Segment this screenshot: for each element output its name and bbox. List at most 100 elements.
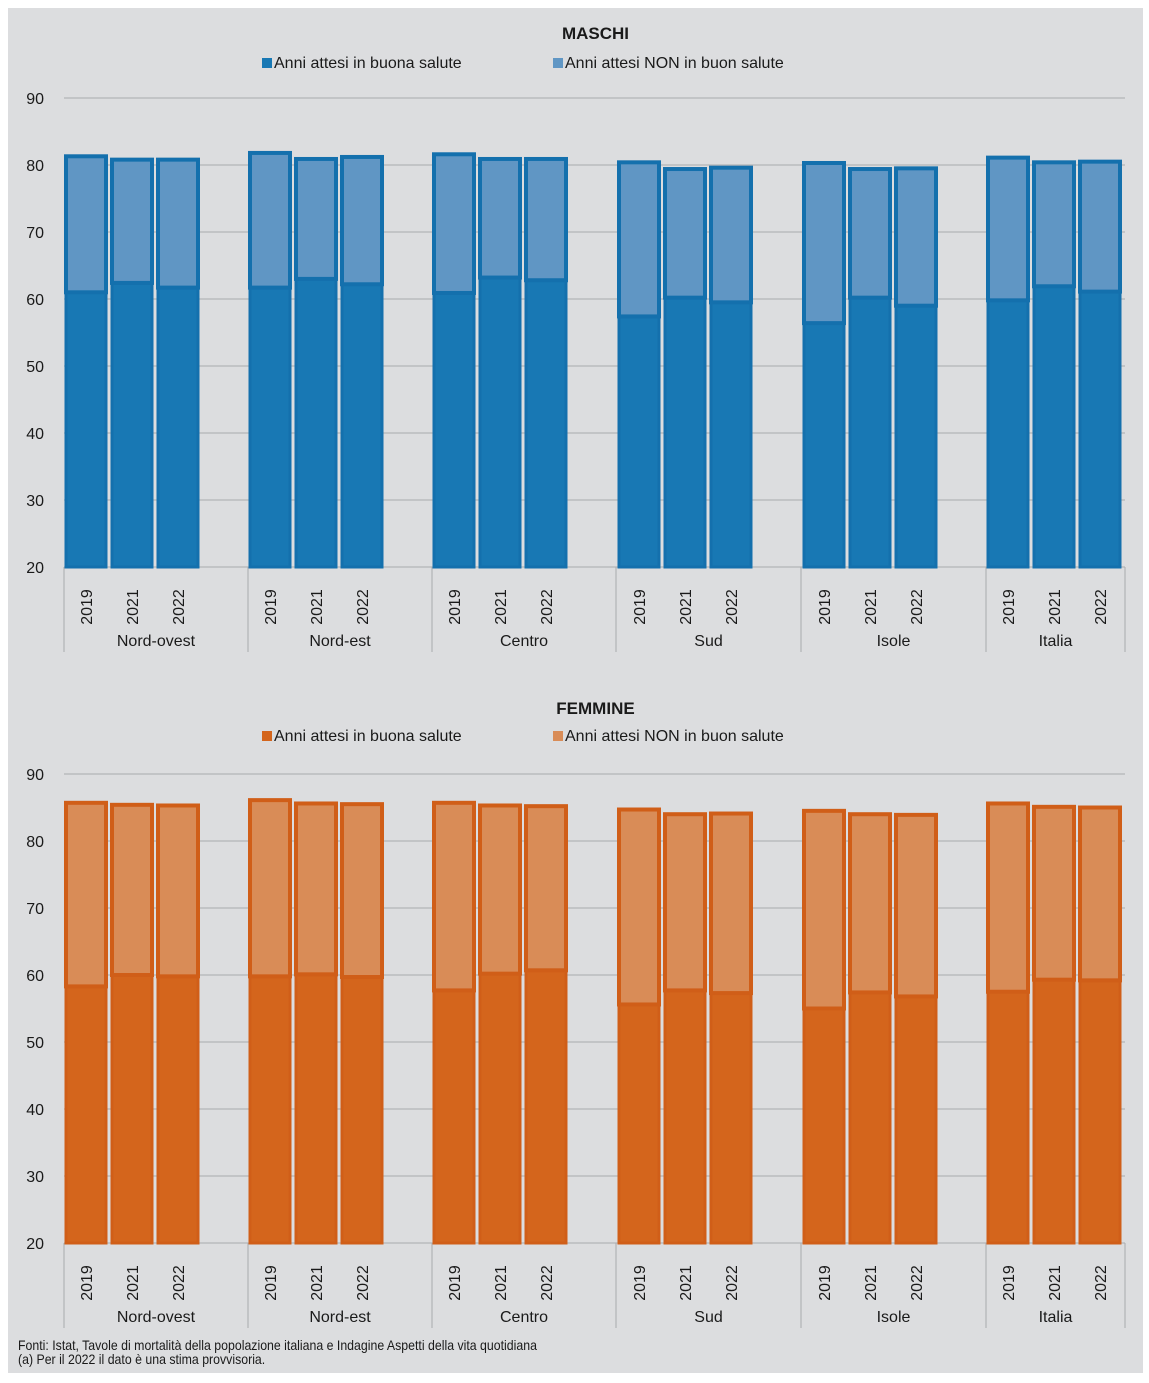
femmine-ytick-60: 60 [26,968,44,985]
maschi-bar-notgood-4-2 [894,166,938,308]
maschi-category-label-5: Italia [1039,633,1073,650]
femmine-year-label-5-2: 2022 [1093,1265,1110,1301]
femmine-ytick-90: 90 [26,767,44,784]
maschi-year-label-0-1: 2021 [125,589,142,625]
femmine-bar-good-0-2 [156,974,200,1245]
femmine-legend-label-1: Anni attesi NON in buon salute [565,728,784,745]
maschi-category-label-4: Isole [877,633,911,650]
maschi-ytick-60: 60 [26,292,44,309]
maschi-bar-notgood-1-1 [294,156,338,281]
femmine-bar-good-0-0 [64,984,108,1245]
maschi-chart-title: MASCHI [562,24,629,43]
maschi-year-label-0-2: 2022 [171,589,188,625]
maschi-bar-notgood-2-1 [478,156,522,280]
maschi-ytick-30: 30 [26,493,44,510]
maschi-legend-swatch-0 [262,58,272,68]
femmine-year-label-0-0: 2019 [79,1265,96,1301]
maschi-bar-notgood-1-2 [340,154,384,287]
femmine-bar-notgood-2-1 [478,803,522,976]
maschi-category-label-3: Sud [694,633,722,650]
femmine-bar-good-2-2 [524,968,568,1245]
chart-frame: MASCHI Anni attesi in buona salute Anni at… [8,8,1143,1373]
maschi-year-label-0-0: 2019 [79,589,96,625]
femmine-year-label-5-1: 2021 [1047,1265,1064,1301]
maschi-bar-good-4-2 [894,304,938,569]
femmine-legend-swatch-1 [553,731,563,741]
maschi-bar-good-5-1 [1032,284,1076,569]
footnote-source: Fonti: Istat, Tavole di mortalità della … [18,1337,537,1353]
femmine-bar-notgood-3-1 [663,812,707,993]
maschi-bar-good-3-0 [617,314,661,569]
femmine-category-label-2: Centro [500,1309,548,1326]
femmine-year-label-4-0: 2019 [817,1265,834,1301]
maschi-year-label-4-0: 2019 [817,589,834,625]
maschi-bar-notgood-5-0 [986,155,1030,303]
maschi-bar-notgood-0-0 [64,154,108,295]
maschi-year-label-5-1: 2021 [1047,589,1064,625]
femmine-category-label-5: Italia [1039,1309,1073,1326]
maschi-year-label-2-0: 2019 [447,589,464,625]
maschi-category-label-1: Nord-est [309,633,371,650]
maschi-ytick-80: 80 [26,158,44,175]
maschi-category-label-0: Nord-ovest [117,633,196,650]
maschi-bar-notgood-1-0 [248,150,292,290]
maschi-bar-notgood-0-1 [110,157,154,285]
femmine-bar-good-3-0 [617,1002,661,1245]
maschi-bar-good-0-2 [156,286,200,569]
maschi-legend-label-1: Anni attesi NON in buon salute [565,55,784,72]
maschi-bar-notgood-4-0 [802,160,846,326]
femmine-year-label-1-1: 2021 [309,1265,326,1301]
maschi-bar-good-4-0 [802,321,846,569]
maschi-year-label-1-1: 2021 [309,589,326,625]
femmine-ytick-70: 70 [26,901,44,918]
maschi-year-label-3-1: 2021 [678,589,695,625]
maschi-bar-good-4-1 [848,296,892,569]
femmine-year-label-2-1: 2021 [493,1265,510,1301]
footnote-note: (a) Per il 2022 il dato è una stima prov… [18,1351,266,1367]
femmine-bar-good-4-1 [848,990,892,1245]
maschi-legend-label-0: Anni attesi in buona salute [274,55,462,72]
femmine-bar-good-3-2 [709,991,753,1245]
maschi-year-label-2-1: 2021 [493,589,510,625]
maschi-year-label-5-0: 2019 [1001,589,1018,625]
femmine-bar-notgood-5-2 [1078,805,1122,983]
femmine-bar-good-1-2 [340,975,384,1245]
femmine-year-label-3-2: 2022 [724,1265,741,1301]
maschi-year-label-2-2: 2022 [539,589,556,625]
femmine-bar-good-5-1 [1032,978,1076,1245]
maschi-bar-notgood-5-1 [1032,160,1076,289]
maschi-ytick-50: 50 [26,359,44,376]
femmine-chart-title: FEMMINE [556,699,634,718]
femmine-year-label-2-2: 2022 [539,1265,556,1301]
maschi-bar-notgood-3-1 [663,167,707,300]
femmine-bar-notgood-1-0 [248,798,292,979]
femmine-bar-notgood-1-1 [294,801,338,977]
femmine-legend-swatch-0 [262,731,272,741]
maschi-bar-good-0-0 [64,290,108,569]
femmine-bar-notgood-2-0 [432,800,476,993]
maschi-bar-good-1-0 [248,286,292,569]
maschi-year-label-4-1: 2021 [863,589,880,625]
femmine-bar-good-3-1 [663,988,707,1245]
maschi-year-label-1-0: 2019 [263,589,280,625]
femmine-year-label-2-0: 2019 [447,1265,464,1301]
maschi-legend-swatch-1 [553,58,563,68]
femmine-bar-notgood-4-1 [848,812,892,995]
femmine-bar-notgood-3-0 [617,807,661,1007]
femmine-bar-notgood-4-2 [894,812,938,999]
femmine-bar-good-5-2 [1078,978,1122,1245]
maschi-bar-notgood-4-1 [848,167,892,300]
maschi-ytick-90: 90 [26,91,44,108]
femmine-bar-good-5-0 [986,990,1030,1245]
femmine-bar-good-1-1 [294,972,338,1245]
maschi-ytick-70: 70 [26,225,44,242]
femmine-legend-label-0: Anni attesi in buona salute [274,728,462,745]
maschi-bar-notgood-2-2 [524,156,568,283]
maschi-bar-notgood-3-2 [709,165,753,305]
femmine-category-label-1: Nord-est [309,1309,371,1326]
femmine-bar-good-2-1 [478,972,522,1245]
femmine-bar-good-4-0 [802,1007,846,1245]
femmine-ytick-20: 20 [26,1236,44,1253]
maschi-category-label-2: Centro [500,633,548,650]
femmine-category-label-4: Isole [877,1309,911,1326]
